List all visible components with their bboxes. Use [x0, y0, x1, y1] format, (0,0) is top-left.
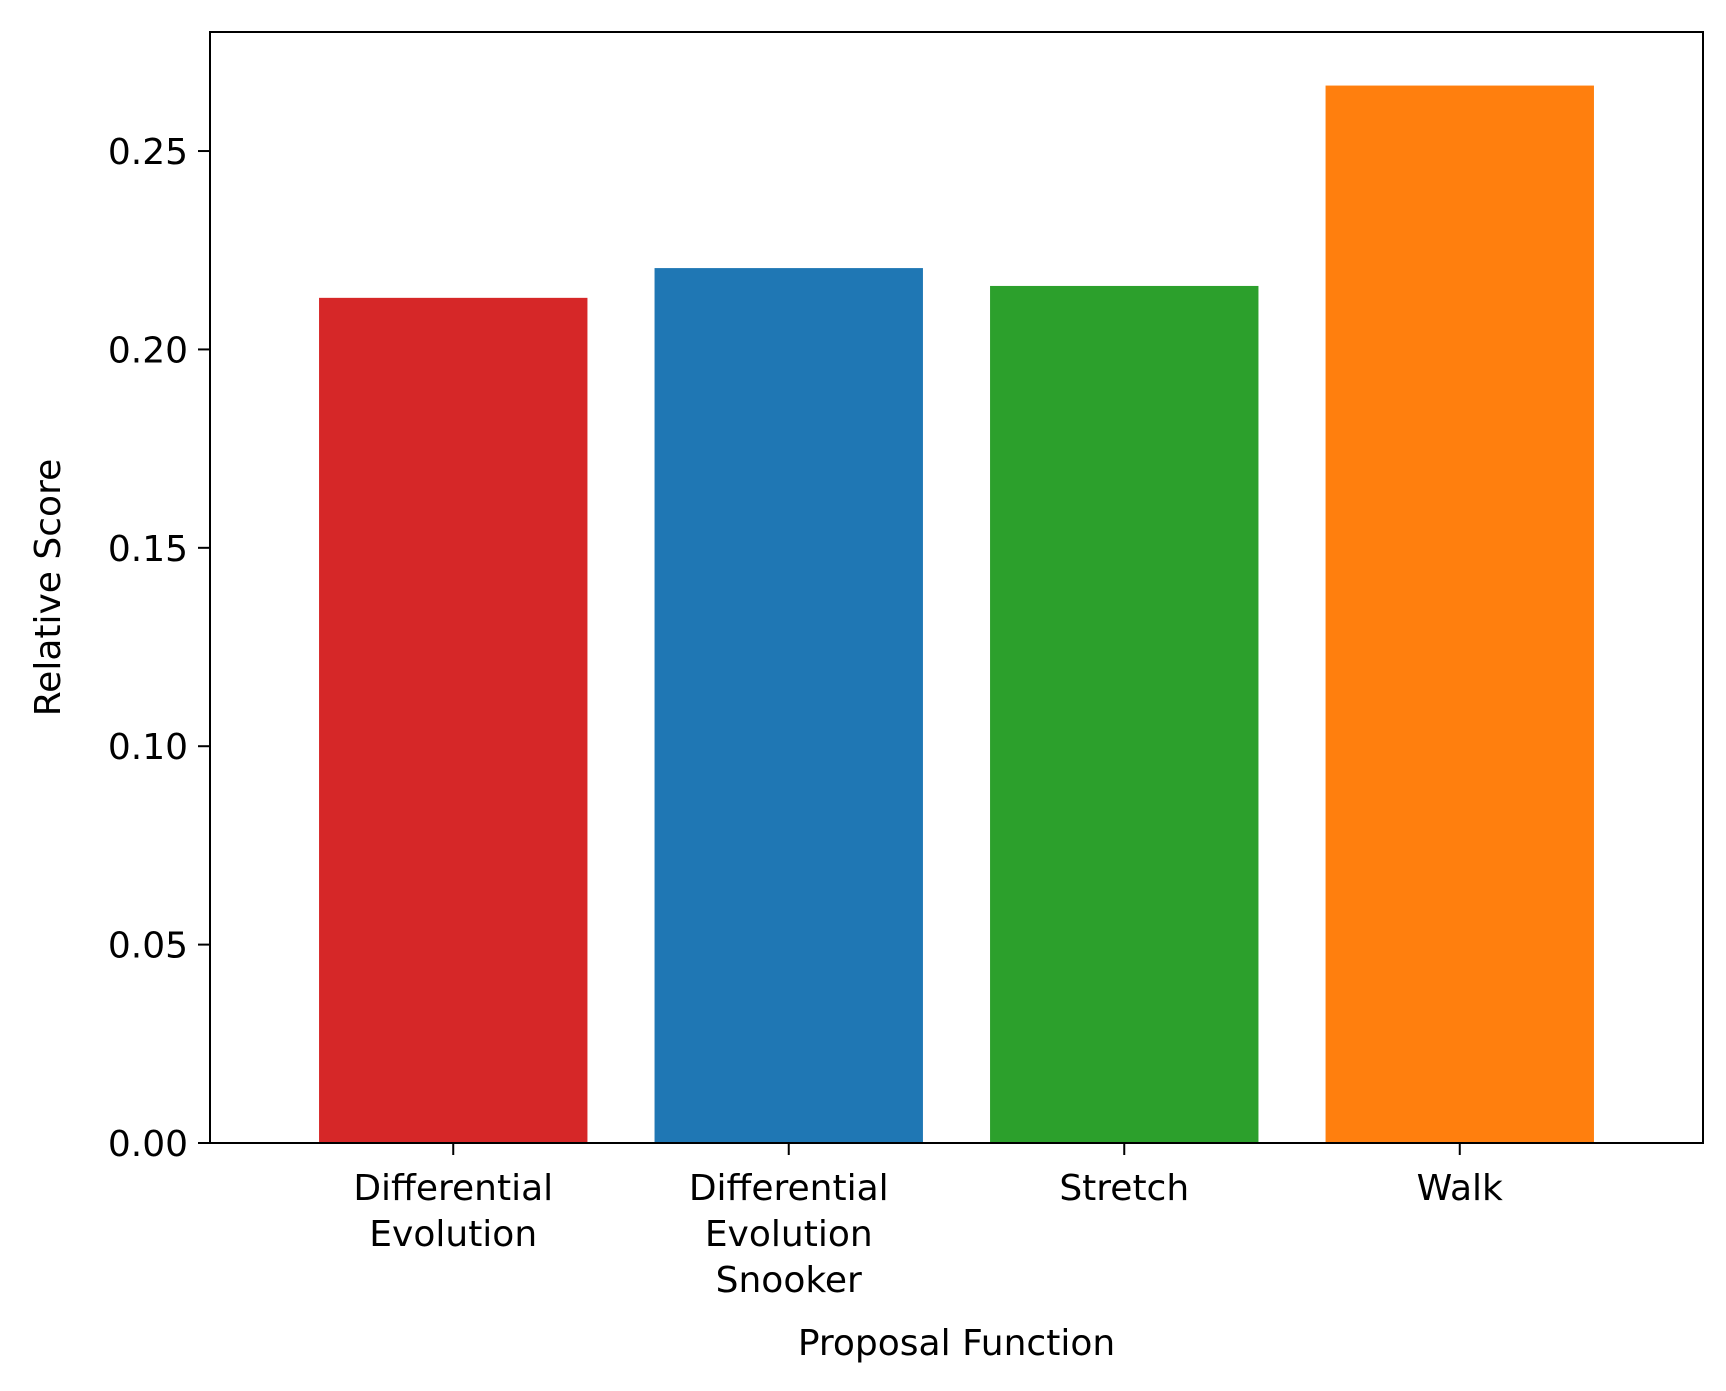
x-tick-label-3: Walk: [1417, 1168, 1503, 1209]
y-tick-label-3: 0.15: [108, 529, 188, 570]
bar-3: [1325, 85, 1594, 1144]
bar-2: [990, 285, 1259, 1143]
y-tick-label-0: 0.00: [108, 1124, 188, 1165]
y-tick-label-2: 0.10: [108, 727, 188, 768]
bars-group: [319, 85, 1594, 1144]
x-tick-label-1: Differential Evolution Snooker: [689, 1168, 889, 1301]
bar-0: [319, 297, 588, 1143]
y-tick-label-5: 0.25: [108, 132, 188, 173]
x-axis-label: Proposal Function: [798, 1323, 1115, 1364]
bar-1: [654, 268, 923, 1143]
x-tick-label-2: Stretch: [1059, 1168, 1189, 1209]
x-axis-ticks: Differential Evolution Differential Evoluti…: [353, 1143, 1503, 1301]
y-tick-label-4: 0.20: [108, 330, 188, 371]
plot-area-frame: [209, 31, 1704, 1144]
y-axis-ticks: 0.00 0.05 0.10 0.15 0.20 0.25: [108, 132, 210, 1165]
y-axis-label: Relative Score: [28, 459, 69, 716]
x-tick-label-0: Differential Evolution: [353, 1168, 553, 1255]
y-tick-label-1: 0.05: [108, 926, 188, 967]
